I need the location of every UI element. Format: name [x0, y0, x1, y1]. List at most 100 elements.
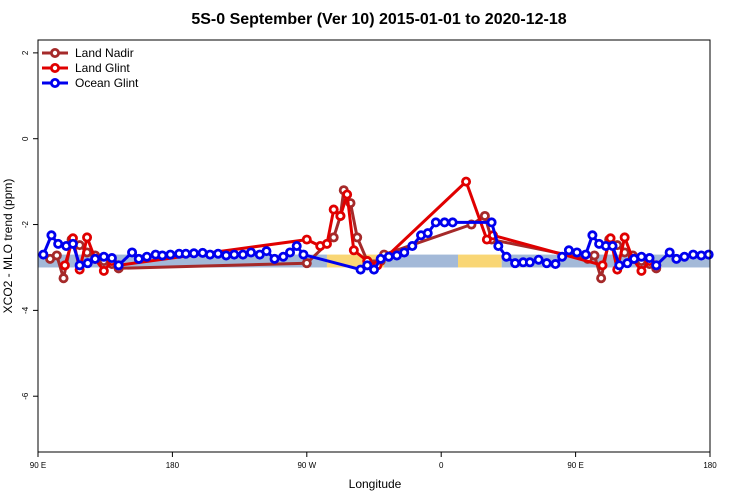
- x-tick-label: 180: [166, 461, 180, 470]
- data-point-ocean-glint: [362, 260, 373, 271]
- data-point-ocean-glint: [430, 217, 441, 228]
- legend-marker: [50, 63, 61, 74]
- data-point-ocean-glint: [98, 251, 109, 262]
- legend-item-land-nadir: Land Nadir: [42, 46, 134, 60]
- data-point-ocean-glint: [571, 247, 582, 258]
- data-point-land-glint: [321, 238, 332, 249]
- data-point-ocean-glint: [587, 230, 598, 241]
- data-point-ocean-glint: [399, 247, 410, 258]
- data-point-ocean-glint: [541, 258, 552, 269]
- data-point-ocean-glint: [82, 258, 93, 269]
- x-tick-label: 90 E: [567, 461, 583, 470]
- data-point-ocean-glint: [38, 249, 49, 260]
- data-point-ocean-glint: [205, 249, 216, 260]
- band-segment-blue: [384, 254, 458, 268]
- x-tick-label: 0: [439, 461, 444, 470]
- legend-item-ocean-glint: Ocean Glint: [42, 76, 139, 90]
- data-point-land-nadir: [479, 210, 490, 221]
- y-axis-label: XCO2 - MLO trend (ppm): [1, 179, 15, 314]
- data-point-ocean-glint: [246, 247, 257, 258]
- series-line-land-glint: [63, 180, 658, 273]
- data-point-land-glint: [605, 233, 616, 244]
- data-point-land-nadir: [596, 273, 607, 284]
- data-point-ocean-glint: [180, 248, 191, 259]
- data-point-land-glint: [59, 260, 70, 271]
- data-point-land-glint: [461, 176, 472, 187]
- data-point-ocean-glint: [355, 264, 366, 275]
- data-point-ocean-glint: [501, 251, 512, 262]
- data-point-ocean-glint: [550, 259, 561, 270]
- data-point-land-glint: [98, 265, 109, 276]
- data-point-ocean-glint: [229, 249, 240, 260]
- data-point-ocean-glint: [614, 260, 625, 271]
- data-point-ocean-glint: [383, 251, 394, 262]
- data-point-ocean-glint: [106, 253, 117, 264]
- y-tick-label: -2: [21, 220, 30, 228]
- data-point-ocean-glint: [439, 217, 450, 228]
- data-point-ocean-glint: [53, 238, 64, 249]
- data-point-ocean-glint: [688, 249, 699, 260]
- y-tick-label: 0: [21, 136, 30, 141]
- plot-area: [38, 176, 714, 284]
- data-point-ocean-glint: [368, 264, 379, 275]
- data-point-land-glint: [335, 210, 346, 221]
- data-point-ocean-glint: [644, 253, 655, 264]
- data-point-ocean-glint: [165, 249, 176, 260]
- data-point-ocean-glint: [622, 258, 633, 269]
- x-axis: 90 E 180 90 W 0 90 E 180: [30, 452, 717, 470]
- data-point-land-nadir: [51, 250, 62, 261]
- legend-label: Ocean Glint: [75, 76, 139, 90]
- data-point-ocean-glint: [533, 254, 544, 265]
- data-point-ocean-glint: [671, 253, 682, 264]
- data-point-ocean-glint: [46, 230, 57, 241]
- data-point-ocean-glint: [237, 249, 248, 260]
- data-point-land-nadir: [589, 250, 600, 261]
- y-tick-label: -6: [21, 392, 30, 400]
- data-point-ocean-glint: [703, 249, 714, 260]
- data-point-ocean-glint: [133, 253, 144, 264]
- data-point-ocean-glint: [284, 247, 295, 258]
- data-point-ocean-glint: [261, 246, 272, 257]
- y-tick-label: -4: [21, 306, 30, 314]
- data-point-land-glint: [82, 232, 93, 243]
- x-axis-label: Longitude: [349, 477, 402, 491]
- data-point-ocean-glint: [563, 245, 574, 256]
- data-point-ocean-glint: [524, 257, 535, 268]
- data-point-ocean-glint: [580, 249, 591, 260]
- data-point-ocean-glint: [298, 249, 309, 260]
- data-point-ocean-glint: [557, 251, 568, 262]
- data-point-ocean-glint: [278, 251, 289, 262]
- data-point-ocean-glint: [74, 260, 85, 271]
- band-segment-yellow: [458, 254, 502, 268]
- data-point-ocean-glint: [607, 240, 618, 251]
- data-point-ocean-glint: [407, 240, 418, 251]
- data-point-ocean-glint: [67, 238, 78, 249]
- legend-label: Land Glint: [75, 61, 130, 75]
- data-point-land-glint: [636, 265, 647, 276]
- data-point-ocean-glint: [291, 240, 302, 251]
- data-point-land-glint: [619, 232, 630, 243]
- data-point-land-glint: [342, 189, 353, 200]
- data-point-ocean-glint: [113, 260, 124, 271]
- chart-title: 5S-0 September (Ver 10) 2015-01-01 to 20…: [191, 11, 566, 28]
- data-point-ocean-glint: [375, 253, 386, 264]
- y-axis: 2 0 -2 -4 -6: [21, 50, 38, 400]
- data-point-ocean-glint: [651, 260, 662, 271]
- data-point-ocean-glint: [188, 248, 199, 259]
- legend-label: Land Nadir: [75, 46, 134, 60]
- data-point-land-nadir: [58, 273, 69, 284]
- x-tick-label: 90 E: [30, 461, 46, 470]
- data-point-ocean-glint: [493, 240, 504, 251]
- data-point-land-glint: [301, 234, 312, 245]
- series-ocean-glint: [38, 217, 714, 275]
- data-point-ocean-glint: [447, 217, 458, 228]
- data-point-ocean-glint: [157, 250, 168, 261]
- data-point-land-nadir: [352, 232, 363, 243]
- data-point-ocean-glint: [90, 253, 101, 264]
- data-point-ocean-glint: [221, 250, 232, 261]
- plot-frame: [37, 39, 711, 453]
- data-point-ocean-glint: [636, 251, 647, 262]
- x-tick-label: 90 W: [297, 461, 316, 470]
- data-point-land-nadir: [328, 232, 339, 243]
- legend-marker: [50, 48, 61, 59]
